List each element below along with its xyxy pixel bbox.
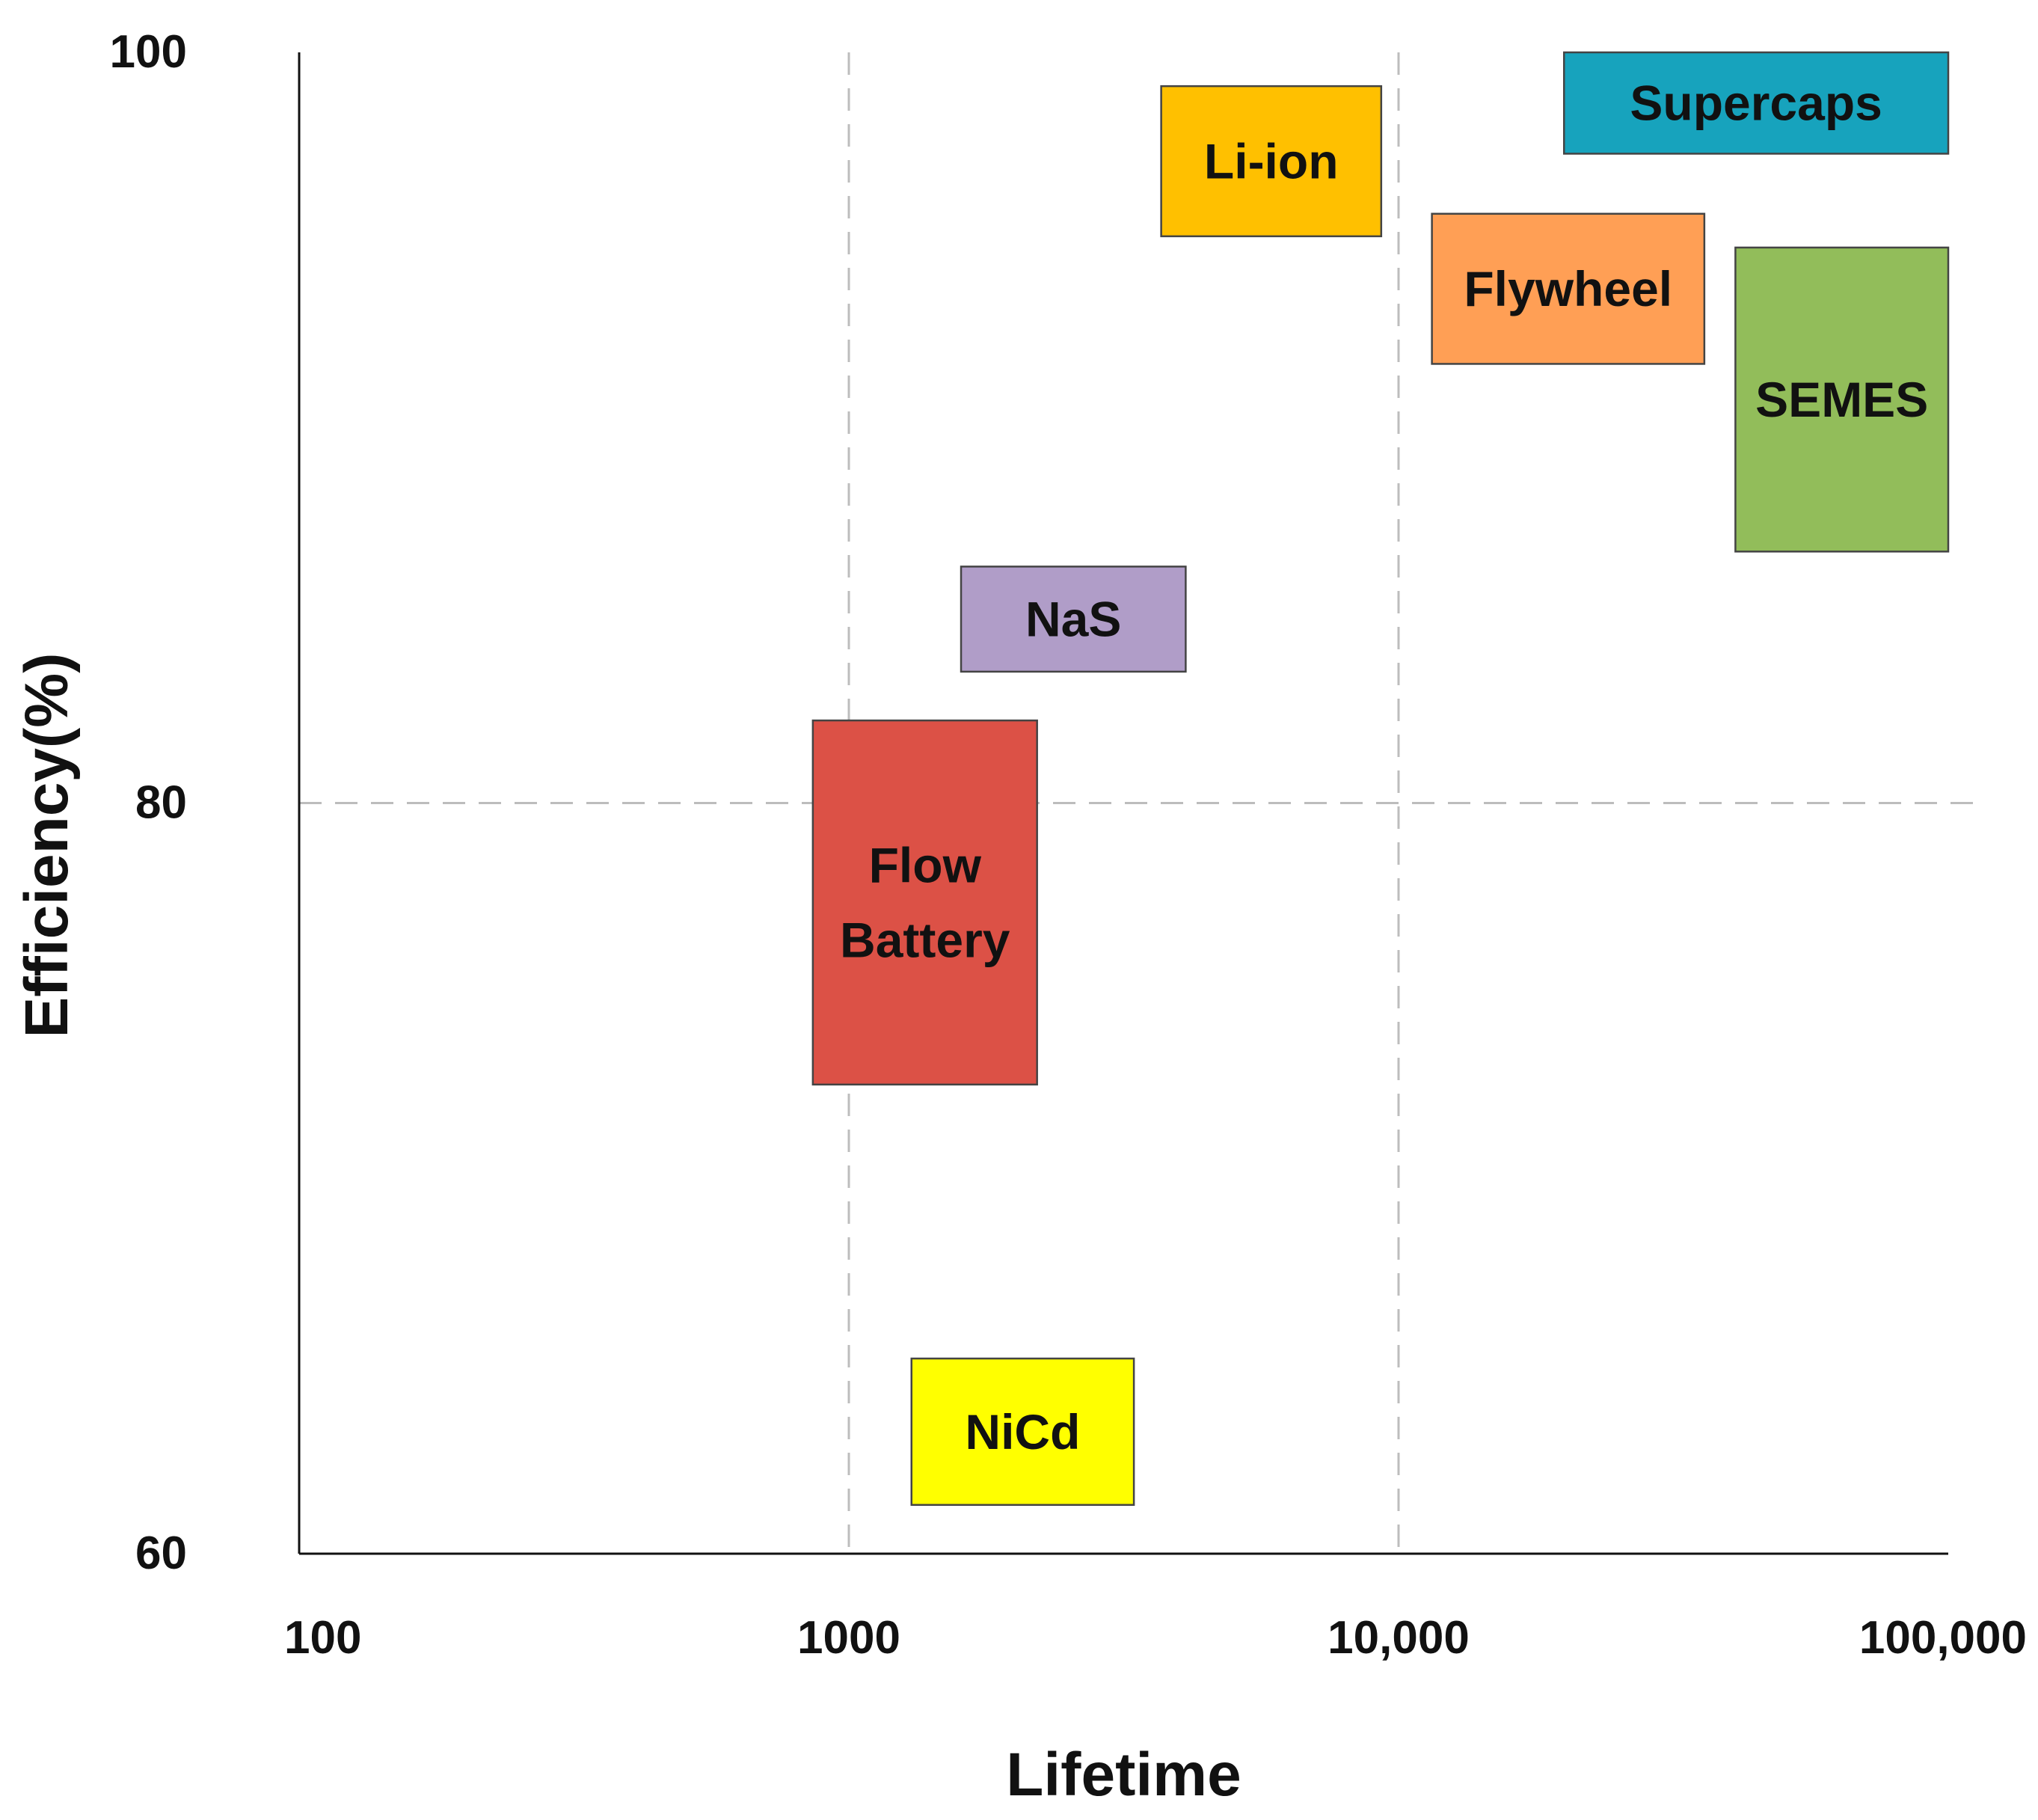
box-rect-supercaps (1563, 51, 1950, 155)
box-supercaps: Supercaps (1563, 51, 1950, 155)
box-label-nas: NaS (1025, 592, 1121, 647)
box-semes: SEMES (1734, 246, 1950, 553)
tick-labels: 60 80 100 100 1000 10,000 100,000 (110, 26, 2027, 1664)
box-rect-li-ion (1160, 85, 1383, 238)
box-rect-semes (1734, 246, 1950, 553)
x-tick-label: 100,000 (1859, 1612, 2027, 1664)
box-label-flow-battery: Flow (869, 837, 982, 892)
box-rect-flywheel (1431, 212, 1706, 365)
box-flywheel: Flywheel (1431, 212, 1706, 365)
x-tick-label: 1000 (797, 1612, 900, 1664)
box-nas: NaS (960, 566, 1187, 673)
box-rect-nas (960, 566, 1187, 673)
x-tick-label: 100 (284, 1612, 361, 1664)
axes (298, 52, 1948, 1555)
y-tick-label: 100 (110, 26, 187, 78)
grid-lines (299, 52, 1978, 1554)
box-label-li-ion: Li-ion (1204, 134, 1339, 189)
box-flow-battery: Flow Battery (811, 719, 1038, 1086)
box-label-semes: SEMES (1755, 372, 1928, 427)
box-label-nicd: NiCd (965, 1404, 1080, 1459)
y-tick-label: 80 (135, 777, 187, 829)
x-tick-label: 10,000 (1328, 1612, 1470, 1664)
x-axis-title: Lifetime (1006, 1741, 1241, 1809)
box-rect-nicd (910, 1357, 1135, 1507)
y-axis-title: Efficiency(%) (13, 653, 81, 1038)
y-tick-label: 60 (135, 1528, 187, 1579)
box-label-supercaps: Supercaps (1630, 76, 1882, 131)
box-rect-flow-battery (811, 719, 1038, 1086)
energy-storage-boxes: Supercaps Li-ion Flywheel SEMES NaS Flow Batte… (811, 51, 1950, 1507)
box-label-flow-battery: Battery (840, 912, 1010, 967)
box-nicd: NiCd (910, 1357, 1135, 1507)
box-label-flywheel: Flywheel (1464, 261, 1672, 316)
box-li-ion: Li-ion (1160, 85, 1383, 238)
